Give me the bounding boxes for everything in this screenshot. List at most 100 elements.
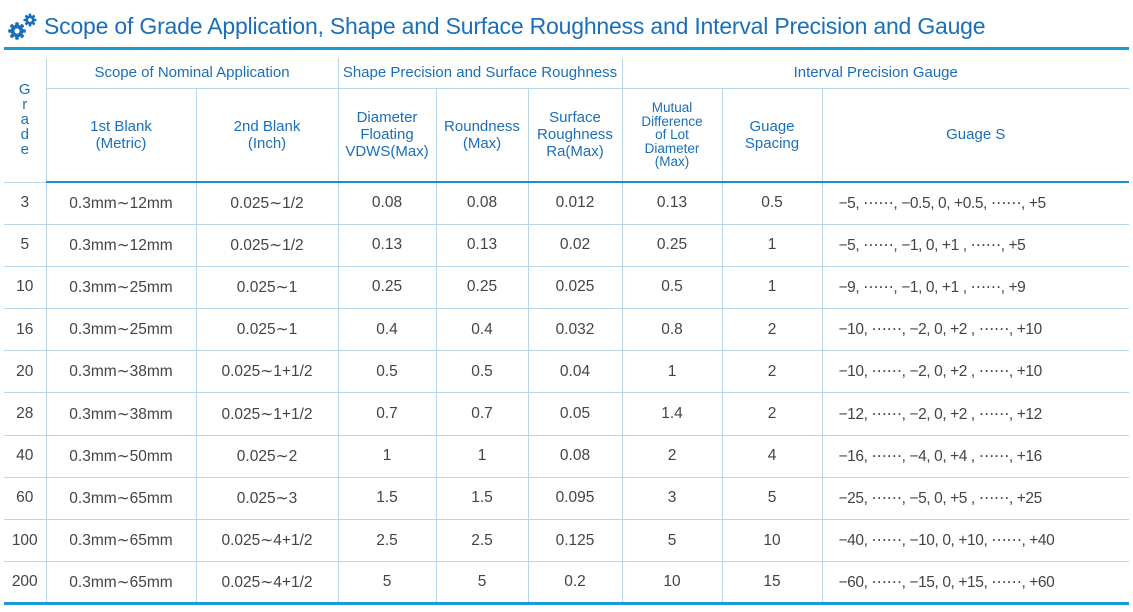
gauge-s-cell: −10, ⋯⋯, −2, 0, +2 , ⋯⋯, +10: [822, 350, 1129, 394]
diameter-cell: 0.7: [338, 392, 437, 436]
spacing-cell: 0.5: [722, 182, 823, 225]
table-row: 60 0.3mm∼65mm 0.025∼3 1.5 1.5 0.095 3 5 −25, ⋯⋯,…: [4, 477, 1129, 521]
blank2-cell: 0.025∼3: [196, 477, 339, 521]
spacing-cell: 15: [722, 561, 823, 606]
diameter-cell: 0.25: [338, 266, 437, 310]
gauge-s-cell: −10, ⋯⋯, −2, 0, +2 , ⋯⋯, +10: [822, 308, 1129, 352]
roundness-cell: 1.5: [436, 477, 529, 521]
roughness-cell: 0.02: [528, 224, 623, 267]
header-line: Spacing: [744, 134, 800, 152]
spacing-cell: 2: [722, 308, 823, 352]
diameter-cell: 0.4: [338, 308, 437, 352]
header-line: Roughness: [537, 126, 613, 144]
spacing-cell: 5: [722, 477, 823, 521]
blank1-cell: 0.3mm∼65mm: [46, 477, 197, 521]
header-line: Diameter: [644, 140, 700, 156]
spacing-cell: 2: [722, 392, 823, 436]
blank1-cell: 0.3mm∼12mm: [46, 182, 197, 225]
blank2-cell: 0.025∼4+1/2: [196, 519, 339, 563]
header-line: of Lot: [655, 127, 689, 142]
gauge-s-cell: −16, ⋯⋯, −4, 0, +4 , ⋯⋯, +16: [822, 435, 1129, 478]
spacing-cell: 1: [722, 224, 823, 267]
page-title: Scope of Grade Application, Shape and Su…: [44, 13, 986, 39]
roundness-cell: 0.13: [436, 224, 529, 267]
roughness-cell: 0.032: [528, 308, 623, 352]
grade-cell: 3: [4, 182, 47, 225]
roughness-header: Surface Roughness Ra(Max): [528, 88, 623, 183]
interval-group-header: Interval Precision Gauge: [622, 58, 1129, 89]
roundness-cell: 0.4: [436, 308, 529, 352]
diameter-cell: 1: [338, 435, 437, 478]
blank2-cell: 0.025∼1/2: [196, 224, 339, 267]
diameter-cell: 2.5: [338, 519, 437, 563]
grade-cell: 60: [4, 477, 47, 521]
gauge-s-cell: −60, ⋯⋯, −15, 0, +15, ⋯⋯, +60: [822, 561, 1129, 606]
blank2-cell: 0.025∼1: [196, 308, 339, 352]
roundness-cell: 0.08: [436, 182, 529, 225]
header-line: Ra(Max): [546, 143, 604, 161]
lot-difference-cell: 3: [622, 477, 723, 521]
gauge-s-cell: −25, ⋯⋯, −5, 0, +5 , ⋯⋯, +25: [822, 477, 1129, 521]
blank1-header: 1st Blank (Metric): [46, 88, 197, 183]
lot-difference-cell: 2: [622, 435, 723, 478]
diameter-cell: 5: [338, 561, 437, 606]
grade-letter: e: [20, 141, 29, 159]
blank1-cell: 0.3mm∼65mm: [46, 519, 197, 563]
lot-difference-cell: 0.5: [622, 266, 723, 310]
grade-header: G r a d e: [4, 58, 47, 183]
header-line: (Inch): [247, 134, 287, 152]
grade-table: G r a d e Scope of Nominal Application S…: [4, 58, 1129, 606]
blank2-cell: 0.025∼1+1/2: [196, 350, 339, 394]
blank1-cell: 0.3mm∼25mm: [46, 308, 197, 352]
grade-cell: 16: [4, 308, 47, 352]
lot-difference-cell: 0.13: [622, 182, 723, 225]
roughness-cell: 0.08: [528, 435, 623, 478]
spacing-cell: 10: [722, 519, 823, 563]
blank1-cell: 0.3mm∼50mm: [46, 435, 197, 478]
grade-cell: 100: [4, 519, 47, 563]
header-line: Surface: [549, 109, 601, 127]
blank1-cell: 0.3mm∼65mm: [46, 561, 197, 606]
roundness-cell: 1: [436, 435, 529, 478]
header-line: VDWS(Max): [345, 143, 429, 161]
spacing-cell: 2: [722, 350, 823, 394]
grade-letter: a: [20, 111, 29, 129]
diameter-header: Diameter Floating VDWS(Max): [338, 88, 437, 183]
roughness-cell: 0.095: [528, 477, 623, 521]
header-line: Diameter: [356, 109, 418, 127]
grade-cell: 20: [4, 350, 47, 394]
table-row: 5 0.3mm∼12mm 0.025∼1/2 0.13 0.13 0.02 0.25 1 −5,…: [4, 224, 1129, 267]
lot-difference-cell: 0.25: [622, 224, 723, 267]
grade-cell: 10: [4, 266, 47, 310]
roughness-cell: 0.125: [528, 519, 623, 563]
roundness-cell: 2.5: [436, 519, 529, 563]
blank1-cell: 0.3mm∼38mm: [46, 350, 197, 394]
header-line: 2nd Blank: [233, 117, 301, 135]
grade-cell: 28: [4, 392, 47, 436]
header-line: Roundness: [444, 117, 520, 135]
gauge-s-cell: −5, ⋯⋯, −1, 0, +1 , ⋯⋯, +5: [822, 224, 1129, 267]
blank1-cell: 0.3mm∼25mm: [46, 266, 197, 310]
roughness-cell: 0.05: [528, 392, 623, 436]
diameter-cell: 0.13: [338, 224, 437, 267]
roundness-cell: 0.25: [436, 266, 529, 310]
lot-difference-cell: 0.8: [622, 308, 723, 352]
lot-difference-cell: 1: [622, 350, 723, 394]
spacing-cell: 1: [722, 266, 823, 310]
grade-cell: 40: [4, 435, 47, 478]
gauge-s-cell: −12, ⋯⋯, −2, 0, +2 , ⋯⋯, +12: [822, 392, 1129, 436]
diameter-cell: 0.08: [338, 182, 437, 225]
grade-cell: 5: [4, 224, 47, 267]
table-row: 3 0.3mm∼12mm 0.025∼1/2 0.08 0.08 0.012 0.13 0.5…: [4, 182, 1129, 225]
title-bar: Scope of Grade Application, Shape and Su…: [4, 6, 1129, 50]
gauge-s-cell: −9, ⋯⋯, −1, 0, +1 , ⋯⋯, +9: [822, 266, 1129, 310]
gear-icon: [8, 13, 37, 40]
spacing-header: Guage Spacing: [722, 88, 823, 183]
table-row: 200 0.3mm∼65mm 0.025∼4+1/2 5 5 0.2 10 15 −60, ⋯⋯…: [4, 561, 1129, 606]
header-line: (Max): [462, 134, 502, 152]
blank2-cell: 0.025∼1/2: [196, 182, 339, 225]
shape-group-header: Shape Precision and Surface Roughness: [338, 58, 623, 89]
header-line: Mutual: [651, 100, 693, 115]
blank2-cell: 0.025∼4+1/2: [196, 561, 339, 606]
lot-difference-header: Mutual Difference of Lot Diameter (Max): [622, 88, 723, 183]
